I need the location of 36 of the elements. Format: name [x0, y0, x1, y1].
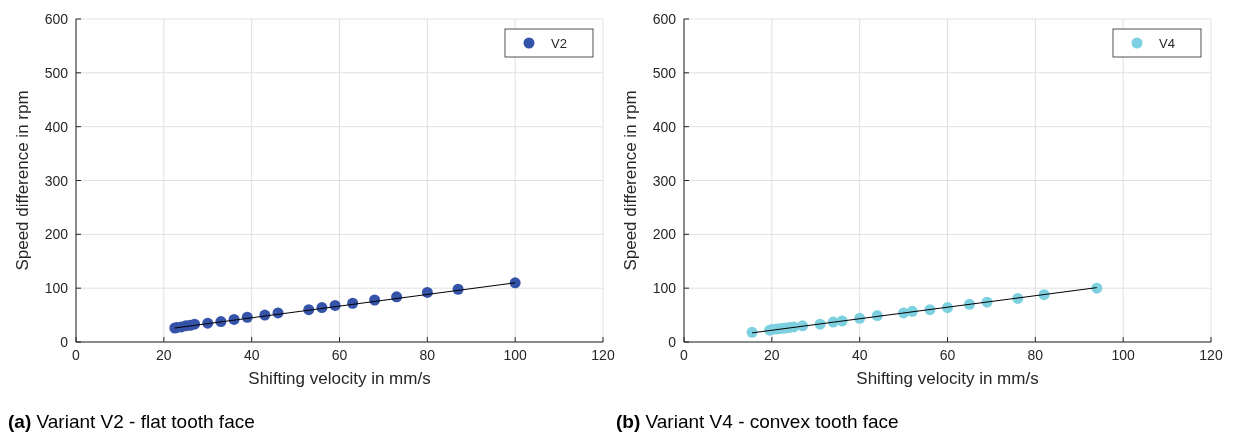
- y-tick-label: 200: [44, 226, 69, 243]
- y-tick-label: 400: [652, 118, 677, 135]
- legend-label: V2: [551, 36, 567, 51]
- x-tick-label: 80: [419, 347, 436, 363]
- x-axis-title: Shifting velocity in mm/s: [248, 369, 431, 388]
- y-tick-label: 300: [44, 172, 69, 189]
- x-tick-label: 120: [591, 347, 615, 363]
- y-tick-label: 0: [668, 334, 677, 350]
- y-tick-label: 100: [44, 280, 69, 297]
- y-tick-label: 600: [652, 11, 677, 27]
- text: (a) Variant V2 - flat tooth face: [8, 411, 255, 432]
- y-axis-title: Speed difference in rpm: [13, 90, 32, 271]
- x-tick-label: 40: [851, 347, 868, 363]
- x-tick-label: 80: [1027, 347, 1044, 363]
- x-axis-title: Shifting velocity in mm/s: [856, 369, 1039, 388]
- x-tick-label: 100: [1111, 347, 1136, 363]
- x-tick-label: 20: [156, 347, 172, 363]
- legend-label: V4: [1159, 36, 1175, 51]
- y-axis-title: Speed difference in rpm: [621, 90, 640, 271]
- x-tick-label: 60: [331, 347, 348, 363]
- y-tick-label: 200: [652, 226, 677, 243]
- x-tick-label: 100: [503, 347, 528, 363]
- y-tick-label: 500: [44, 64, 69, 81]
- x-tick-label: 40: [243, 347, 260, 363]
- x-tick-label: 0: [72, 347, 81, 363]
- y-tick-label: 500: [652, 64, 677, 81]
- y-tick-label: 400: [44, 118, 69, 135]
- y-tick-label: 300: [652, 172, 677, 189]
- y-tick-label: 0: [60, 334, 69, 350]
- x-tick-label: 60: [939, 347, 956, 363]
- x-tick-label: 20: [764, 347, 780, 363]
- y-tick-label: 100: [652, 280, 677, 297]
- y-tick-label: 600: [44, 11, 69, 27]
- x-tick-label: 120: [1199, 347, 1223, 363]
- text: (b) Variant V4 - convex tooth face: [616, 411, 899, 432]
- x-tick-label: 0: [680, 347, 689, 363]
